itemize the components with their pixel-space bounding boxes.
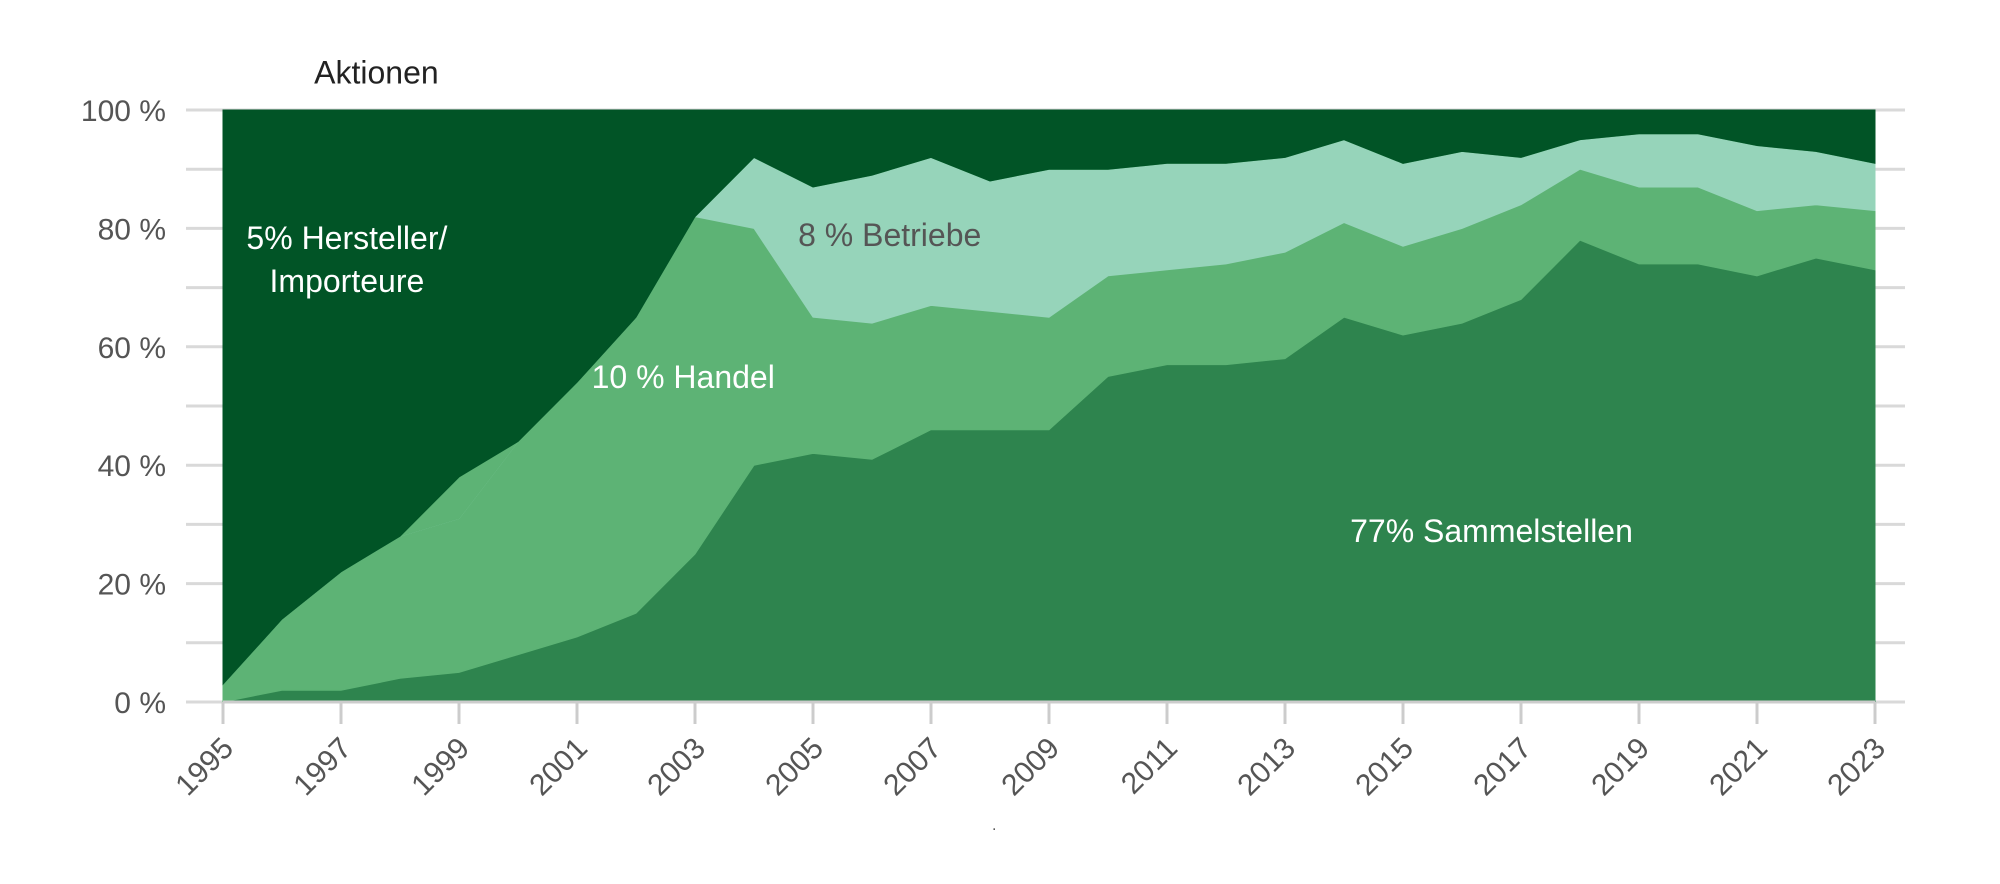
x-tick-label: 2023 xyxy=(1821,732,1892,803)
y-tick-label: 20 % xyxy=(98,569,166,602)
y-tick-label: 0 % xyxy=(114,687,166,720)
x-tick-label: 2013 xyxy=(1231,732,1302,803)
x-tick-label: 2019 xyxy=(1585,732,1656,803)
x-tick-label: 2011 xyxy=(1115,732,1184,801)
series-label-line: Importeure xyxy=(270,263,425,299)
series-label: 77% Sammelstellen xyxy=(1350,513,1633,549)
series-label: 8 % Betriebe xyxy=(798,217,981,253)
series-label: 5% Hersteller/Importeure xyxy=(246,220,447,299)
series-label: 10 % Handel xyxy=(592,359,775,395)
y-tick-label: 100 % xyxy=(81,95,166,128)
area-series xyxy=(222,109,1876,703)
chart-footnote: . xyxy=(992,817,996,834)
x-tick-label: 2009 xyxy=(995,732,1066,803)
y-tick-label: 80 % xyxy=(98,213,166,246)
x-tick-label: 1995 xyxy=(169,732,240,803)
x-tick-label: 1999 xyxy=(405,732,476,803)
x-tick-label: 2017 xyxy=(1467,732,1538,803)
series-label: Aktionen xyxy=(314,54,439,90)
x-tick-label: 2003 xyxy=(641,732,712,803)
series-labels: 77% Sammelstellen 10 % Handel 8 % Betriebe… xyxy=(246,54,1632,549)
series-label-line: 5% Hersteller/ xyxy=(246,220,447,256)
area-series-4 xyxy=(222,109,1876,686)
x-tick-label: 2001 xyxy=(523,732,594,803)
x-tick-label: 2015 xyxy=(1349,732,1420,803)
x-tick-label: 2007 xyxy=(877,732,948,803)
y-tick-label: 40 % xyxy=(98,450,166,483)
x-tick-label: 2021 xyxy=(1703,732,1774,803)
x-tick-label: 1997 xyxy=(287,732,358,803)
x-tick-label: 2005 xyxy=(759,732,830,803)
y-tick-label: 60 % xyxy=(98,332,166,365)
